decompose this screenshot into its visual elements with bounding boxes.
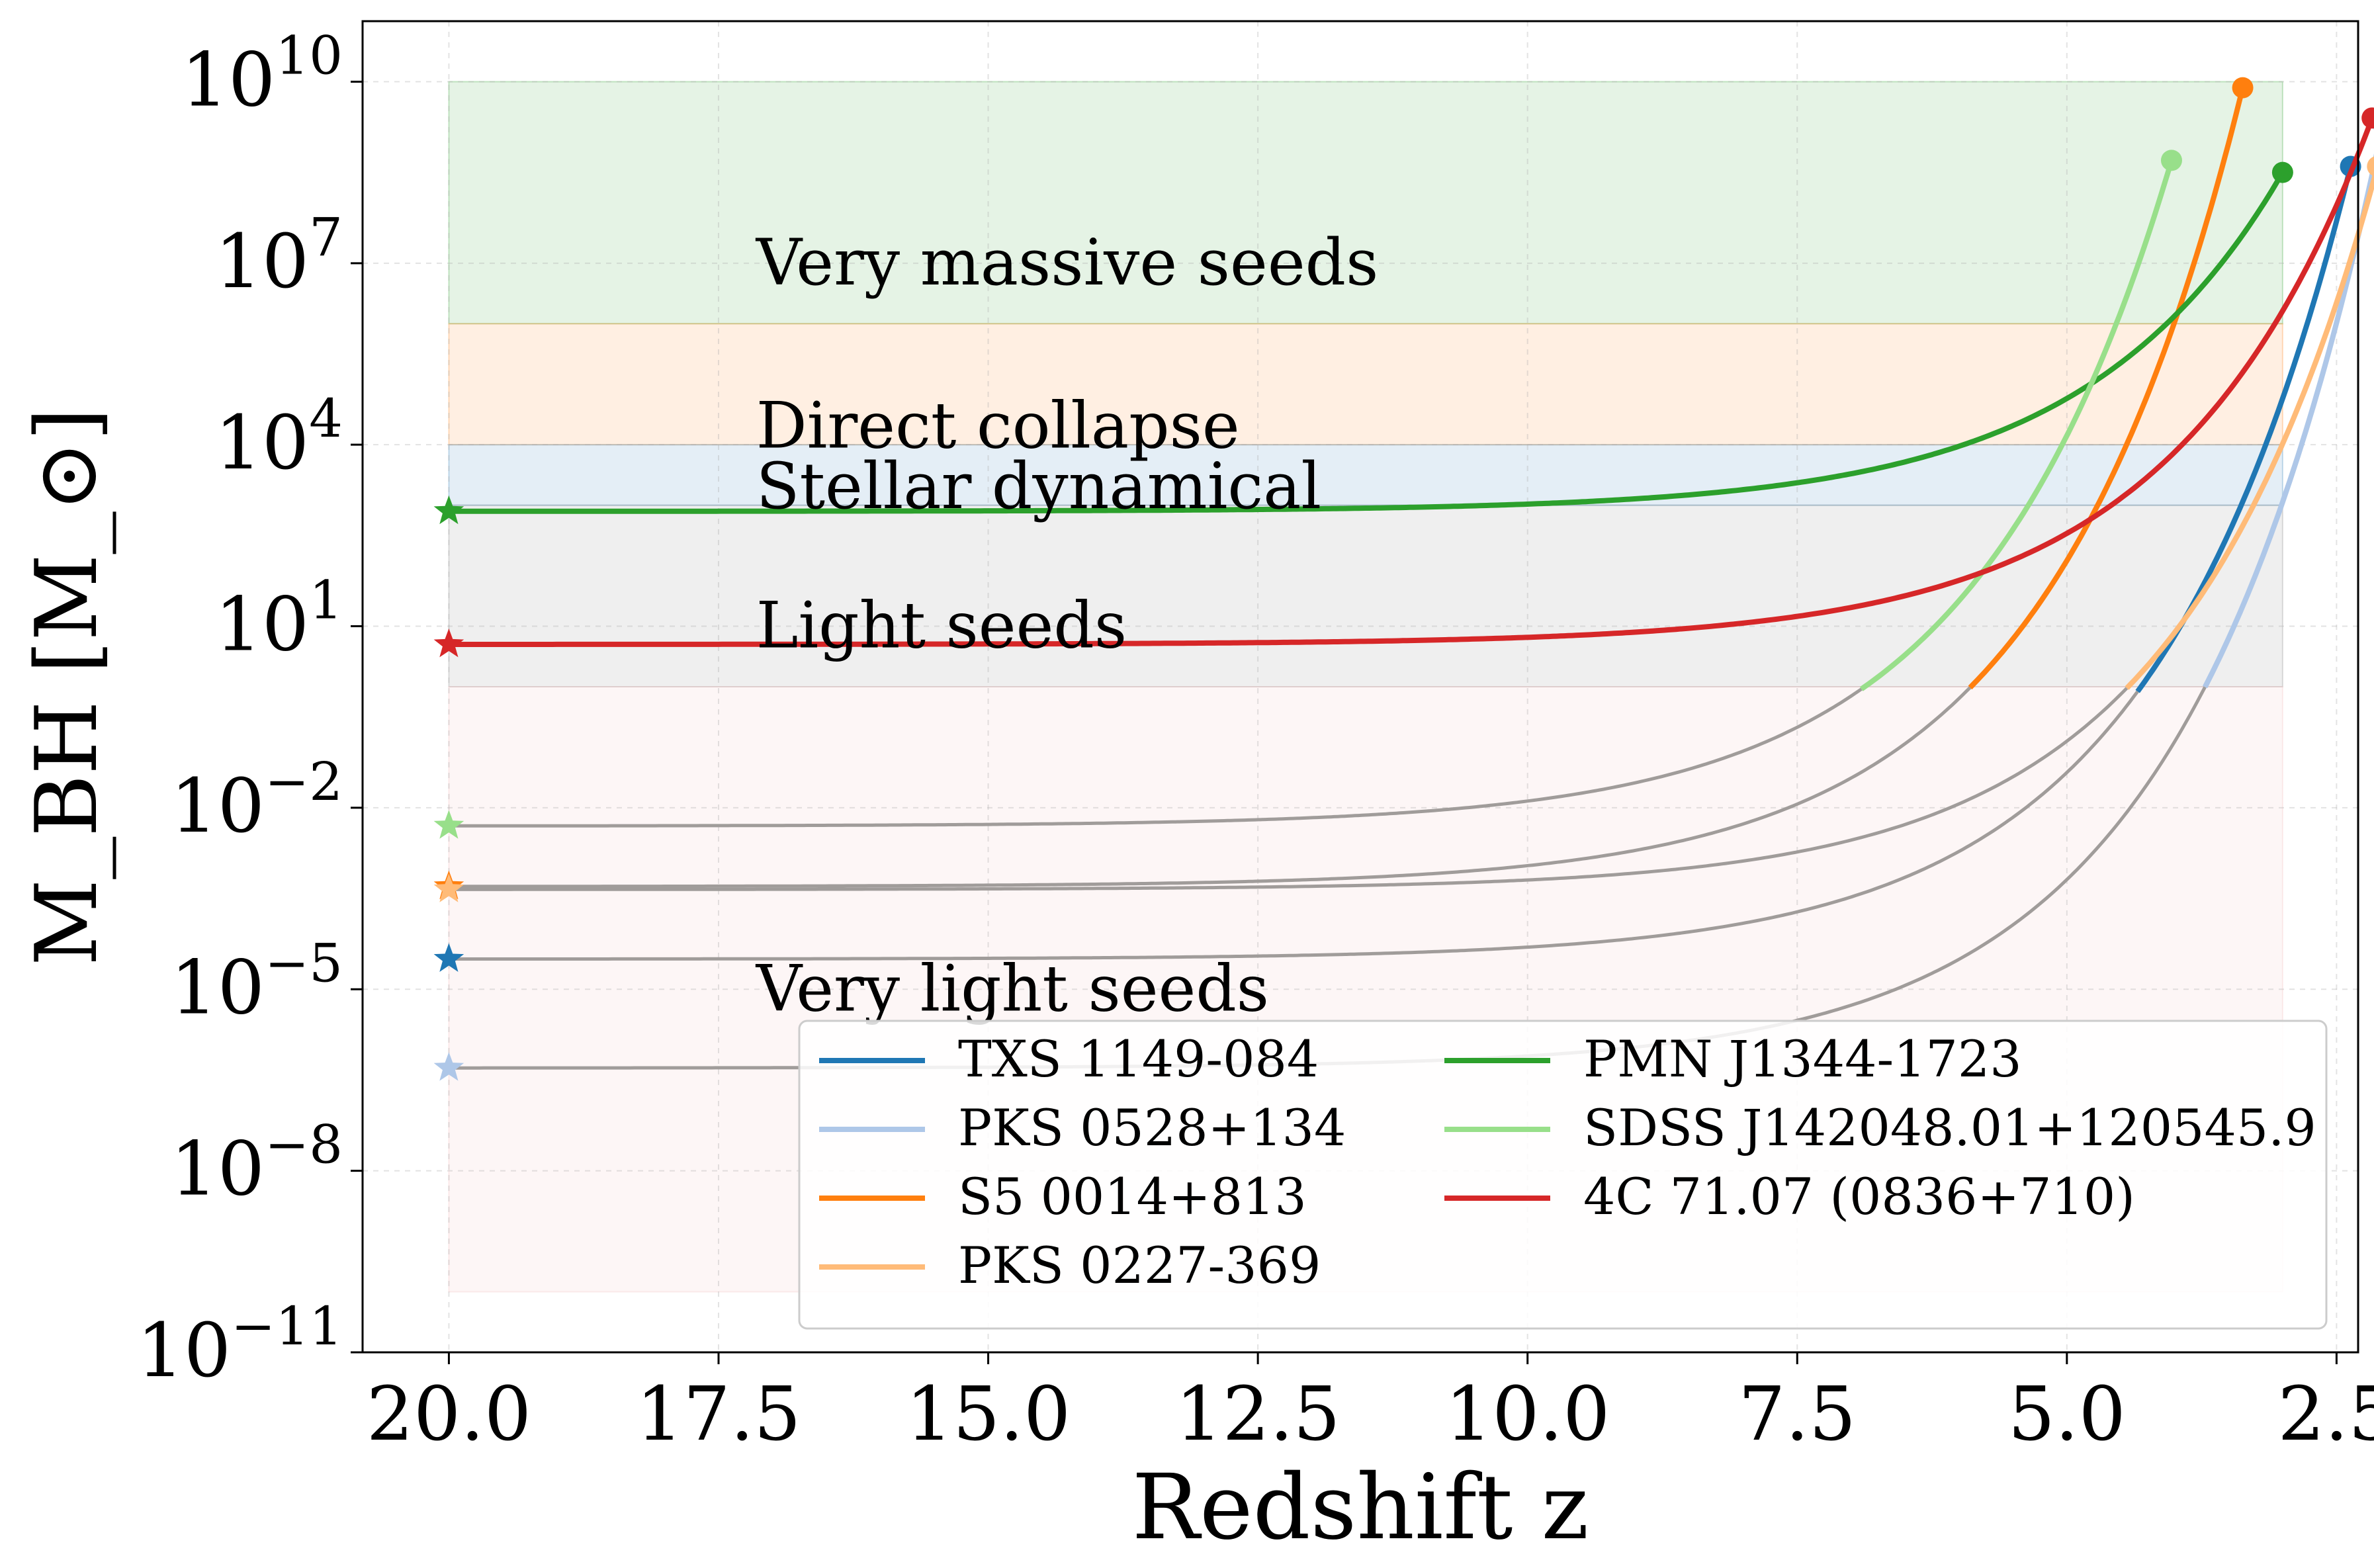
seed-star-4 bbox=[433, 495, 464, 525]
legend-label-2: S5 0014+813 bbox=[958, 1167, 1307, 1226]
growth-line-3 bbox=[2125, 169, 2374, 690]
legend-label-5: SDSS J142048.01+120545.9 bbox=[1583, 1098, 2316, 1157]
x-tick-label-5: 7.5 bbox=[1738, 1372, 1856, 1458]
x-tick-label-4: 10.0 bbox=[1445, 1372, 1610, 1458]
x-tick-label-6: 5.0 bbox=[2008, 1372, 2126, 1458]
y-axis-ticks: 1010 107 104 101 10−2 10−5 10−8 10−11 bbox=[137, 24, 363, 1394]
growth-line-6 bbox=[449, 116, 2374, 647]
legend-label-3: PKS 0227-369 bbox=[958, 1236, 1321, 1295]
growth-line-2 bbox=[1968, 87, 2246, 690]
y-tick-label-4: 10−2 bbox=[171, 751, 343, 849]
x-axis-title: Redshift z bbox=[1132, 1456, 1589, 1560]
seed-track-0 bbox=[449, 690, 2139, 961]
region-labels: Very massive seeds Direct collapseStellar… bbox=[756, 226, 1379, 1025]
y-tick-label-0: 1010 bbox=[181, 24, 343, 123]
final-point-3 bbox=[2367, 156, 2374, 177]
region-2 bbox=[448, 444, 2283, 506]
y-tick-label-6: 10−8 bbox=[171, 1114, 343, 1213]
seed-track-3 bbox=[449, 687, 2129, 891]
growth-line-5 bbox=[1859, 159, 2174, 691]
growth-line-4 bbox=[449, 171, 2285, 514]
seed-star-3 bbox=[433, 873, 464, 902]
final-point-4 bbox=[2271, 161, 2293, 183]
x-tick-label-0: 20.0 bbox=[367, 1372, 531, 1458]
final-point-6 bbox=[2361, 107, 2374, 129]
plot-frame bbox=[361, 20, 2359, 1354]
region-label-0: Very massive seeds bbox=[756, 226, 1379, 300]
region-label-1: Direct collapse bbox=[756, 389, 1240, 463]
y-tick-label-1: 107 bbox=[215, 206, 343, 305]
region-label-4: Very light seeds bbox=[756, 951, 1269, 1025]
x-tick-label-3: 12.5 bbox=[1175, 1372, 1340, 1458]
x-tick-label-7: 2.5 bbox=[2277, 1372, 2374, 1458]
x-tick-label-1: 17.5 bbox=[636, 1372, 801, 1458]
seed-track-5 bbox=[449, 687, 1863, 828]
region-label-2: Stellar dynamical bbox=[756, 449, 1321, 523]
y-axis-title-text: M_BH [M_⊙] bbox=[18, 408, 116, 966]
growth-curves bbox=[433, 77, 2374, 1081]
x-tick-label-2: 15.0 bbox=[906, 1372, 1071, 1458]
legend-box bbox=[798, 1020, 2328, 1330]
region-3 bbox=[448, 504, 2283, 687]
legend: TXS 1149-084 PKS 0528+134 S5 0014+813 PKS 0… bbox=[798, 1020, 2328, 1330]
legend-label-0: TXS 1149-084 bbox=[958, 1029, 1319, 1088]
region-0 bbox=[448, 81, 2283, 325]
legend-label-6: 4C 71.07 (0836+710) bbox=[1583, 1167, 2135, 1226]
seed-track-2 bbox=[449, 686, 1972, 889]
seed-star-0 bbox=[433, 943, 464, 972]
region-1 bbox=[448, 323, 2283, 446]
y-tick-label-5: 10−5 bbox=[171, 932, 343, 1031]
y-axis-title: M_BH [M_⊙] bbox=[18, 408, 116, 966]
seed-star-1 bbox=[433, 1052, 464, 1081]
legend-label-4: PMN J1344-1723 bbox=[1583, 1029, 2022, 1088]
x-axis-ticks: 20.0 17.5 15.0 12.5 10.0 7.5 5.0 2.5 bbox=[367, 1352, 2374, 1458]
final-point-2 bbox=[2232, 77, 2254, 99]
seed-star-6 bbox=[433, 629, 464, 658]
region-label-3: Light seeds bbox=[756, 589, 1127, 663]
seed-star-5 bbox=[433, 810, 464, 839]
final-point-5 bbox=[2160, 150, 2182, 171]
y-tick-label-3: 101 bbox=[215, 570, 343, 668]
legend-label-1: PKS 0528+134 bbox=[958, 1098, 1346, 1157]
y-tick-label-2: 104 bbox=[215, 388, 343, 486]
y-tick-label-7: 10−11 bbox=[137, 1295, 343, 1394]
